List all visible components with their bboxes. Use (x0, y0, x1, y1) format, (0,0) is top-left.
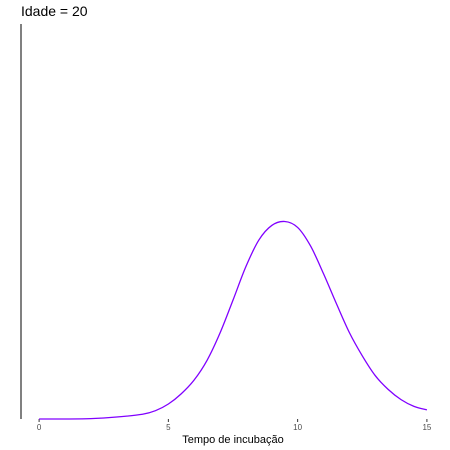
x-axis-label: Tempo de incubação (182, 434, 284, 446)
x-tick-label: 10 (293, 423, 302, 432)
x-tick-label: 15 (422, 423, 431, 432)
chart-title: Idade = 20 (21, 3, 88, 19)
x-axis-ticks: 0 5 10 15 (37, 419, 432, 432)
series-line (39, 220, 428, 420)
x-tick-label: 5 (166, 423, 171, 432)
x-tick-label: 0 (37, 423, 42, 432)
